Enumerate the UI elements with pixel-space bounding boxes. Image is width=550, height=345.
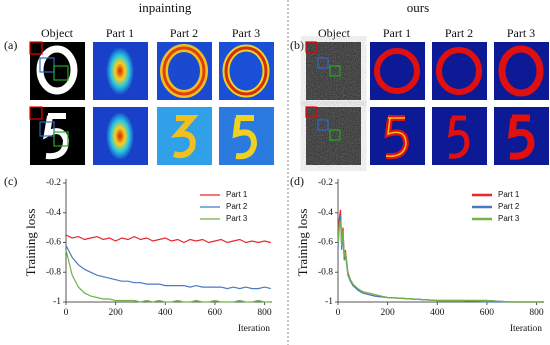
- x-tick-label: 800: [529, 308, 544, 318]
- x-tick-label: 400: [430, 308, 445, 318]
- y-tick-label: -0.8: [318, 267, 333, 277]
- image-grid: [29, 41, 549, 165]
- data-line: [337, 215, 544, 303]
- y-tick-label: -0.8: [46, 267, 61, 277]
- legend-label: Part 1: [498, 190, 520, 199]
- panel-label: (b): [290, 38, 304, 52]
- y-axis-label: Training loss: [23, 209, 38, 277]
- x-tick-label: 600: [480, 308, 495, 318]
- column-header: Object: [41, 26, 74, 40]
- x-tick-label: 0: [336, 308, 341, 318]
- legend-label: Part 1: [226, 190, 248, 199]
- data-line: [337, 209, 544, 303]
- x-tick-label: 200: [109, 308, 124, 318]
- column-header: Part 1: [383, 26, 411, 40]
- column-header: Part 2: [445, 26, 473, 40]
- y-tick-label: -1: [53, 297, 61, 307]
- title-right: ours: [407, 0, 429, 15]
- panel-label: (c): [4, 174, 17, 188]
- data-line: [65, 249, 271, 303]
- legend-label: Part 3: [498, 214, 520, 223]
- y-tick-label: -1: [325, 297, 333, 307]
- legend-label: Part 3: [226, 214, 248, 223]
- y-tick-label: -0.6: [46, 238, 61, 248]
- column-header: Object: [318, 26, 351, 40]
- panel-label: (d): [290, 174, 304, 188]
- panel-label: (a): [4, 38, 17, 52]
- x-tick-label: 600: [208, 308, 223, 318]
- y-axis-label: Training loss: [295, 209, 310, 277]
- x-axis-label: Iteration: [238, 324, 270, 334]
- y-tick-label: -0.6: [318, 238, 333, 248]
- title-left: inpainting: [139, 0, 192, 15]
- x-tick-label: 0: [64, 308, 69, 318]
- x-tick-label: 400: [158, 308, 173, 318]
- column-header: Part 3: [232, 26, 260, 40]
- y-tick-label: -0.2: [46, 178, 61, 188]
- column-header: Part 1: [106, 26, 134, 40]
- y-tick-label: -0.2: [318, 178, 333, 188]
- legend-label: Part 2: [226, 202, 248, 211]
- data-line: [65, 245, 271, 290]
- y-tick-label: -0.4: [318, 208, 333, 218]
- data-line: [65, 234, 271, 244]
- x-axis-label: Iteration: [510, 324, 542, 334]
- legend-label: Part 2: [498, 202, 520, 211]
- y-tick-label: -0.4: [46, 208, 61, 218]
- column-header: Part 3: [507, 26, 535, 40]
- column-header: Part 2: [170, 26, 198, 40]
- x-tick-label: 800: [257, 308, 272, 318]
- x-tick-label: 200: [381, 308, 396, 318]
- data-line: [337, 220, 544, 303]
